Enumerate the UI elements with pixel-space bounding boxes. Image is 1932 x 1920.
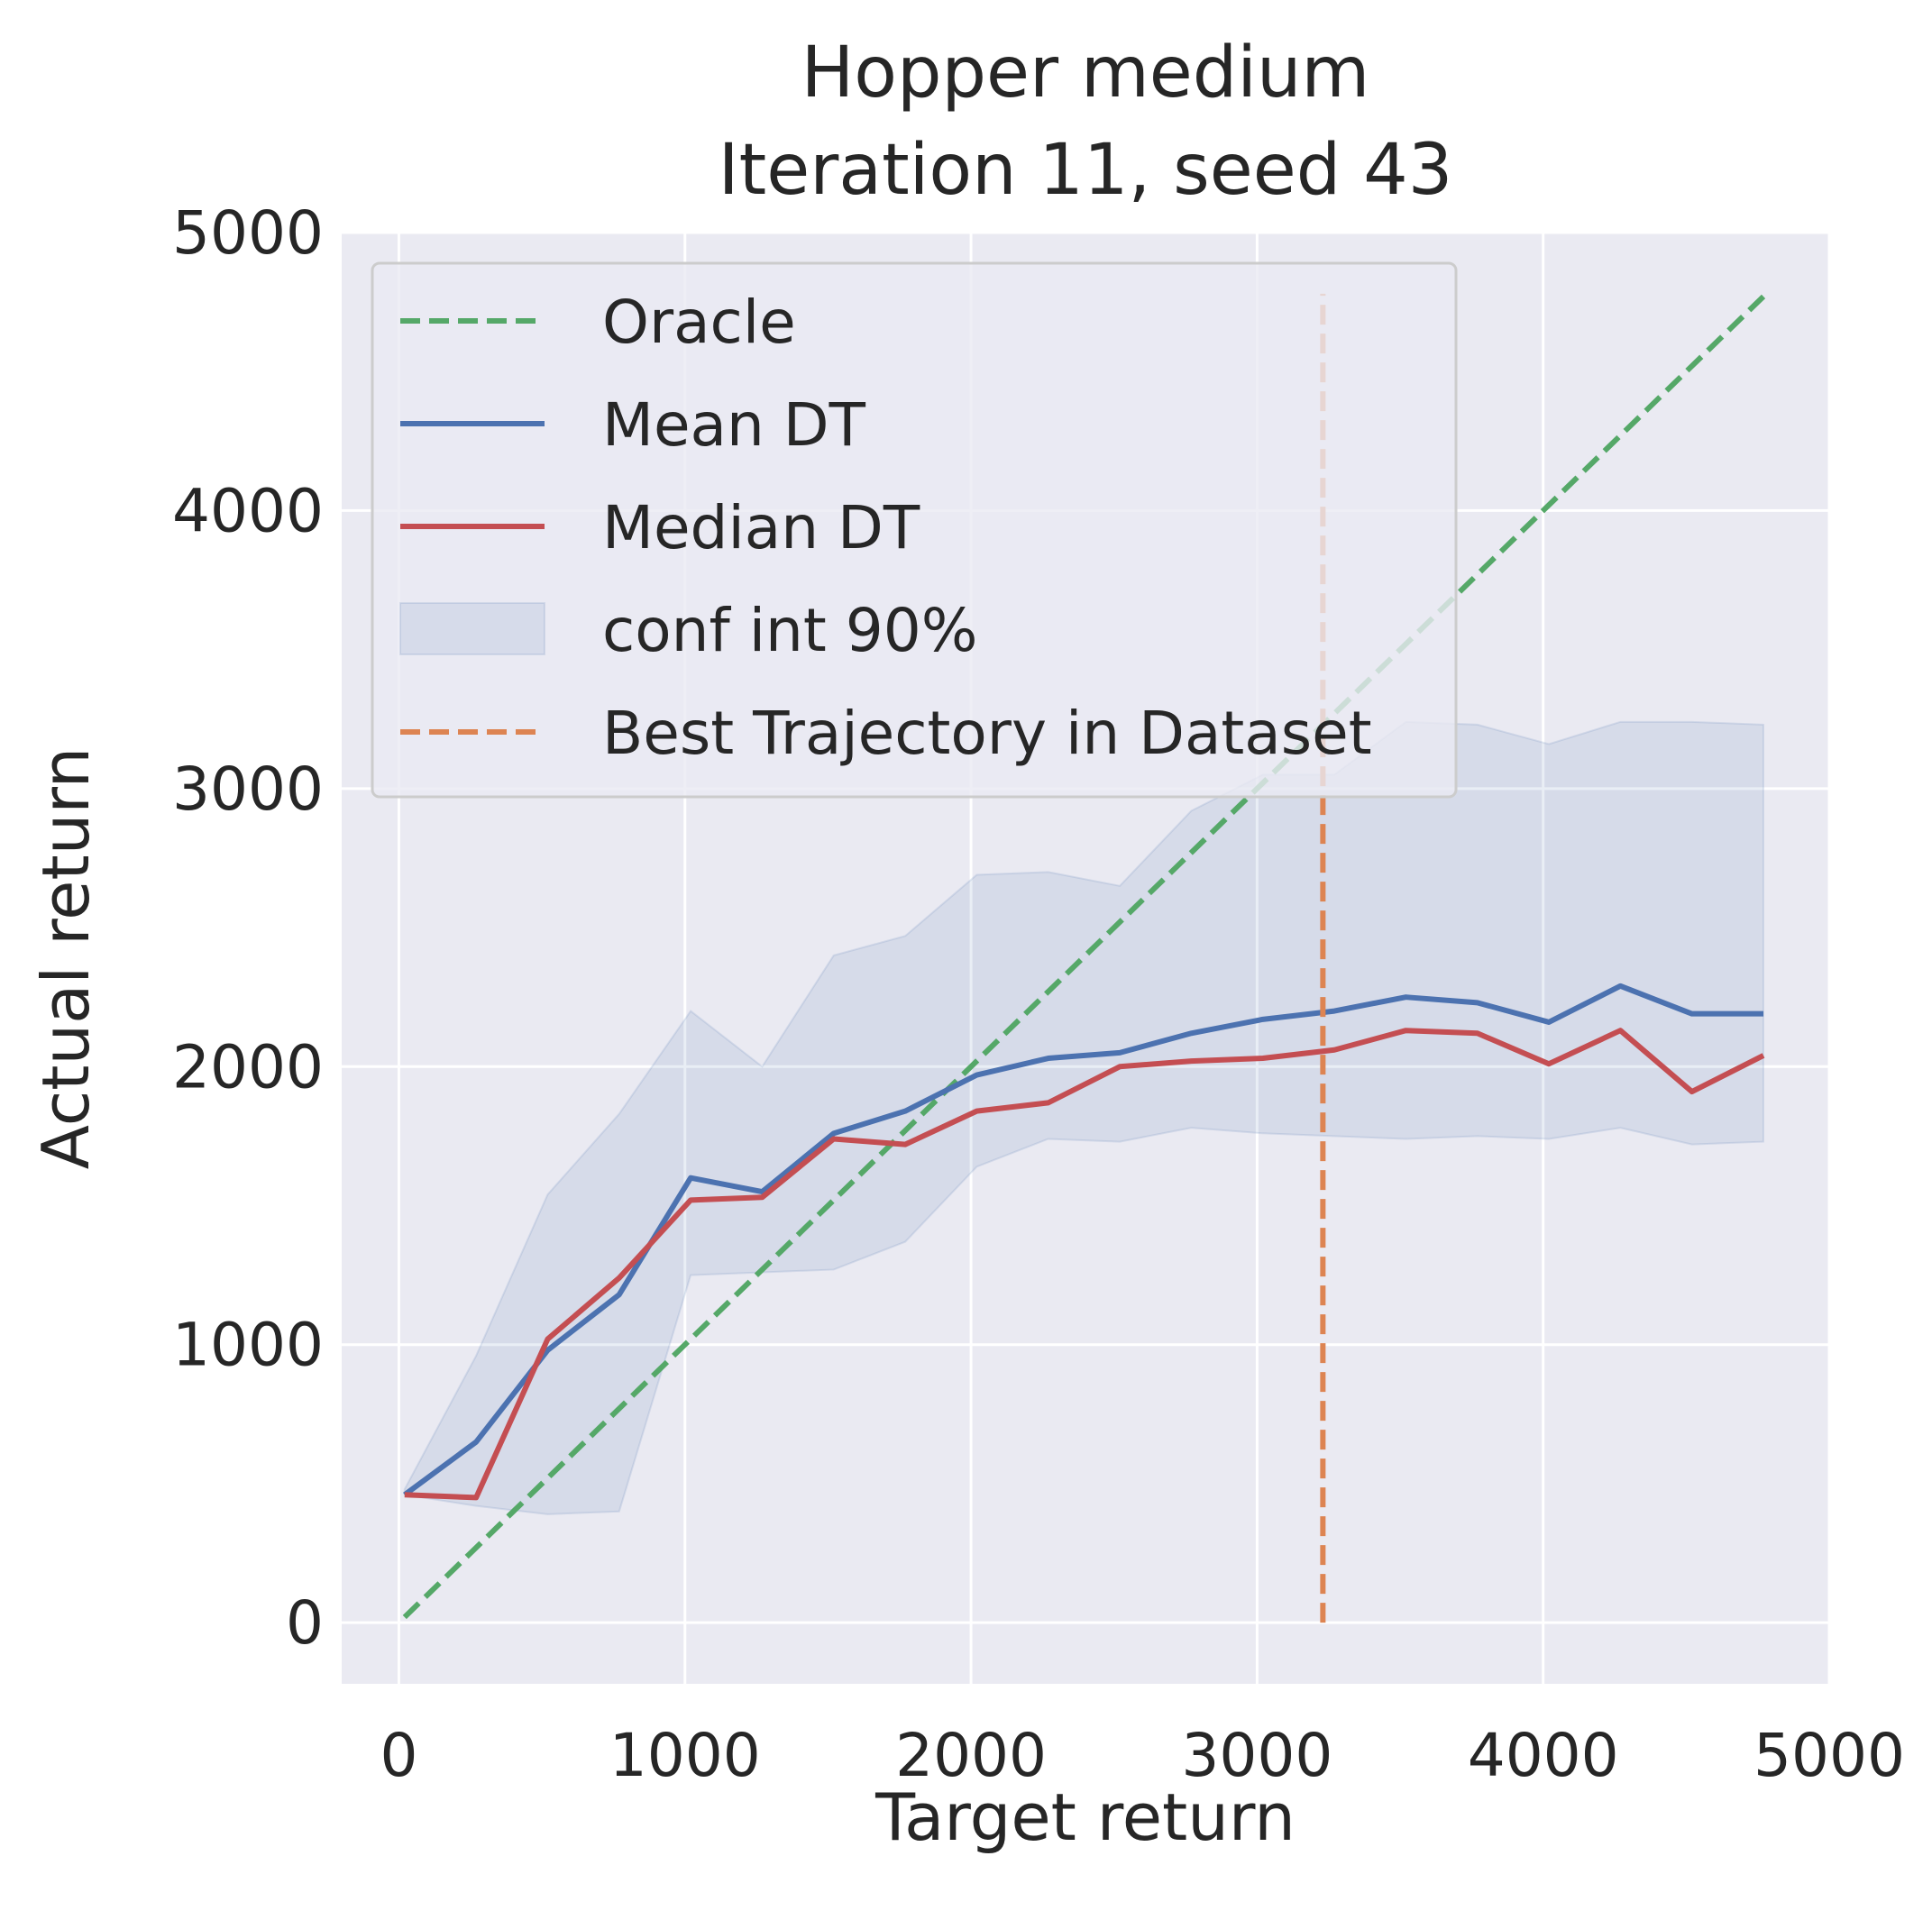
x-tick-label-4: 4000 — [1468, 1721, 1619, 1790]
x-tick-label-3: 3000 — [1181, 1721, 1332, 1790]
legend-mean-label: Mean DT — [602, 390, 866, 460]
y-axis-label: Actual return — [28, 747, 104, 1170]
median-dt-line — [404, 1028, 1765, 1501]
x-tick-label-0: 0 — [380, 1721, 417, 1790]
y-tick-label-3: 3000 — [172, 754, 324, 824]
y-tick-label-1: 1000 — [172, 1311, 324, 1380]
mean-dt-line — [403, 983, 1764, 1497]
x-tick-label-1: 1000 — [609, 1721, 761, 1790]
x-axis-label: Target return — [874, 1779, 1296, 1855]
x-tick-label-2: 2000 — [895, 1721, 1047, 1790]
legend-oracle-label: Oracle — [602, 288, 796, 357]
y-tick-label-2: 2000 — [172, 1032, 324, 1102]
confidence-band-group — [403, 720, 1765, 1515]
y-tick-label-4: 4000 — [172, 476, 324, 545]
legend-band-label: conf int 90% — [602, 596, 977, 665]
x-tick-label-5: 5000 — [1753, 1721, 1905, 1790]
chart-subtitle: Iteration 11, seed 43 — [719, 130, 1453, 211]
x-tick-labels: 0 1000 2000 3000 4000 5000 — [380, 1721, 1905, 1790]
y-tick-label-5: 5000 — [172, 198, 324, 268]
legend: Oracle Mean DT Median DT conf int 90% Be… — [371, 261, 1458, 799]
y-tick-label-0: 0 — [286, 1588, 324, 1658]
legend-best-label: Best Trajectory in Dataset — [602, 699, 1372, 768]
legend-box — [371, 261, 1458, 799]
confidence-band — [403, 720, 1765, 1515]
chart-title: Hopper medium — [801, 32, 1370, 114]
y-tick-labels: 0 1000 2000 3000 4000 5000 — [172, 198, 324, 1658]
legend-band-swatch — [399, 602, 545, 655]
legend-median-label: Median DT — [602, 493, 920, 562]
